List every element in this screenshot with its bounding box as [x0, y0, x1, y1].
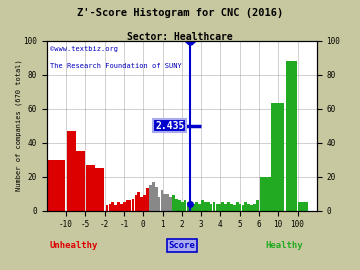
Bar [175, 199, 178, 211]
Bar [132, 199, 134, 211]
Bar [201, 200, 204, 211]
Bar [181, 202, 184, 211]
Bar [216, 204, 218, 211]
Bar [207, 202, 210, 211]
Bar [111, 202, 114, 211]
Bar [138, 192, 140, 211]
Bar [210, 204, 212, 211]
Bar [198, 204, 201, 211]
Bar [166, 194, 169, 211]
Text: ©www.textbiz.org: ©www.textbiz.org [50, 46, 117, 52]
Bar [152, 182, 154, 211]
Text: 2.435: 2.435 [155, 120, 184, 131]
Text: Z'-Score Histogram for CNC (2016): Z'-Score Histogram for CNC (2016) [77, 8, 283, 18]
Bar [247, 204, 250, 211]
Text: Score: Score [168, 241, 195, 250]
Bar [286, 61, 297, 211]
Bar [253, 204, 256, 211]
Bar [126, 200, 129, 211]
Bar [163, 194, 166, 211]
Bar [271, 103, 284, 211]
Bar [169, 197, 172, 211]
Bar [108, 204, 111, 211]
Text: The Research Foundation of SUNY: The Research Foundation of SUNY [50, 63, 181, 69]
Bar [236, 202, 239, 211]
Bar [230, 204, 233, 211]
Bar [233, 205, 235, 211]
Bar [67, 131, 76, 211]
Bar [250, 205, 253, 211]
Bar [256, 200, 259, 211]
Bar [120, 204, 123, 211]
Bar [239, 204, 242, 211]
Bar [227, 202, 230, 211]
Text: Sector: Healthcare: Sector: Healthcare [127, 32, 233, 42]
Bar [158, 197, 161, 211]
Bar [146, 188, 149, 211]
Text: Healthy: Healthy [266, 241, 303, 250]
Bar [114, 205, 117, 211]
Bar [184, 200, 186, 211]
Bar [86, 165, 95, 211]
Bar [123, 202, 126, 211]
Bar [224, 204, 227, 211]
Bar [297, 202, 308, 211]
Text: Unhealthy: Unhealthy [50, 241, 98, 250]
Bar [213, 202, 215, 211]
Bar [105, 205, 108, 211]
Bar [172, 195, 175, 211]
Bar [221, 202, 224, 211]
Bar [76, 151, 85, 211]
Bar [178, 200, 181, 211]
Bar [244, 202, 247, 211]
Bar [95, 168, 104, 211]
Bar [189, 204, 192, 211]
Bar [219, 204, 221, 211]
Bar [195, 202, 198, 211]
Bar [192, 204, 195, 211]
Bar [143, 195, 146, 211]
Bar [161, 190, 163, 211]
Bar [204, 202, 207, 211]
Bar [149, 185, 152, 211]
Bar [242, 205, 244, 211]
Bar [135, 195, 137, 211]
Bar [155, 187, 158, 211]
Y-axis label: Number of companies (670 total): Number of companies (670 total) [15, 60, 22, 191]
Bar [186, 202, 189, 211]
Bar [48, 160, 65, 211]
Bar [140, 197, 143, 211]
Bar [260, 177, 270, 211]
Bar [129, 200, 131, 211]
Bar [117, 202, 120, 211]
